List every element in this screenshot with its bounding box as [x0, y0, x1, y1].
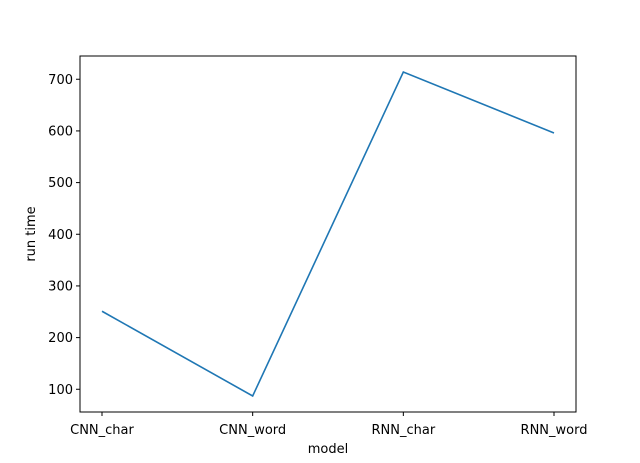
x-axis-ticks: CNN_char CNN_word RNN_char RNN_word [70, 412, 587, 438]
y-tick-label: 600 [48, 124, 73, 139]
y-tick-label: 500 [48, 176, 73, 191]
y-tick-label: 400 [48, 228, 73, 243]
y-axis-ticks: 100 200 300 400 500 600 700 [48, 73, 80, 398]
series-line [101, 70, 555, 398]
y-tick-label: 200 [48, 331, 73, 346]
x-axis-label: model [308, 442, 348, 457]
y-tick-label: 700 [48, 73, 73, 88]
x-tick-label: RNN_word [521, 423, 588, 438]
x-tick-label: CNN_word [219, 423, 286, 438]
y-tick-label: 300 [48, 279, 73, 294]
x-tick-label: CNN_char [70, 423, 134, 438]
x-tick-label: RNN_char [371, 423, 435, 438]
y-tick-label: 100 [48, 383, 73, 398]
y-axis-label: run time [24, 206, 39, 261]
